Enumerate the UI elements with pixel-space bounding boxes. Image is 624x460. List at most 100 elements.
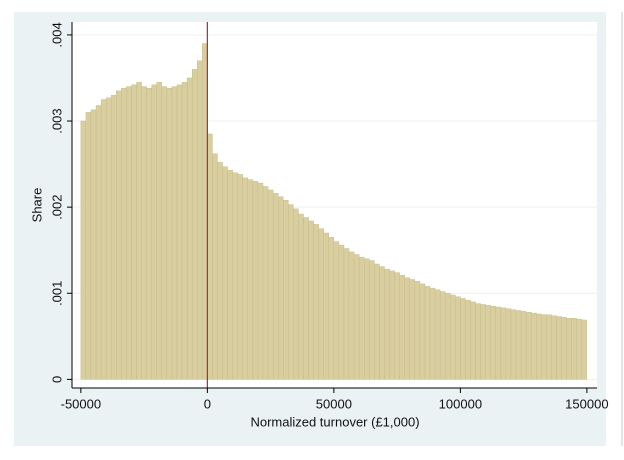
bar bbox=[505, 308, 512, 380]
bar bbox=[166, 88, 173, 380]
y-tick-label: 0 bbox=[49, 376, 64, 383]
bar bbox=[278, 196, 284, 380]
bar bbox=[353, 254, 360, 380]
bar bbox=[212, 153, 218, 380]
x-tick-label: 0 bbox=[204, 396, 211, 411]
bar bbox=[460, 298, 466, 380]
bar bbox=[318, 228, 324, 380]
bar bbox=[515, 310, 522, 380]
bar bbox=[510, 309, 517, 380]
bar bbox=[262, 186, 269, 380]
bar bbox=[186, 77, 193, 380]
bar bbox=[475, 303, 481, 380]
bar bbox=[414, 281, 421, 380]
bar bbox=[136, 82, 142, 380]
bar bbox=[111, 94, 117, 380]
y-tick-label: .001 bbox=[49, 281, 64, 306]
bar bbox=[293, 208, 299, 380]
bar bbox=[541, 314, 547, 380]
bar bbox=[520, 311, 527, 380]
x-axis-label: Normalized turnover (£1,000) bbox=[250, 414, 419, 429]
y-tick-label: .002 bbox=[49, 194, 64, 219]
bar bbox=[283, 200, 289, 380]
bar bbox=[298, 213, 304, 380]
bar bbox=[161, 86, 168, 380]
x-tick-label: 150000 bbox=[565, 396, 608, 411]
bar bbox=[369, 260, 375, 380]
bar bbox=[531, 312, 537, 380]
bar bbox=[181, 82, 188, 380]
bar bbox=[121, 88, 127, 380]
bar bbox=[343, 248, 350, 380]
bar bbox=[525, 312, 532, 380]
bar bbox=[374, 263, 380, 380]
bar bbox=[308, 220, 314, 380]
x-tick-label: 50000 bbox=[316, 396, 352, 411]
bar bbox=[384, 268, 390, 380]
bar bbox=[485, 305, 491, 380]
bar bbox=[450, 294, 456, 380]
bar bbox=[90, 109, 97, 380]
bar bbox=[379, 266, 385, 380]
bar bbox=[171, 86, 178, 380]
bar bbox=[100, 99, 107, 380]
bar bbox=[434, 289, 441, 380]
bar bbox=[197, 60, 203, 380]
bar bbox=[399, 274, 405, 380]
y-tick-label: .004 bbox=[49, 22, 64, 47]
bar bbox=[455, 296, 461, 380]
bar bbox=[576, 318, 583, 380]
bar bbox=[424, 286, 431, 380]
bar bbox=[313, 224, 319, 380]
bar bbox=[328, 237, 335, 380]
bar bbox=[409, 279, 416, 380]
bar bbox=[191, 69, 198, 380]
bar bbox=[338, 244, 345, 380]
bar bbox=[389, 270, 395, 380]
bar bbox=[237, 174, 243, 380]
x-tick-label: -50000 bbox=[61, 396, 101, 411]
bar bbox=[146, 88, 152, 380]
bar bbox=[288, 204, 294, 380]
bar bbox=[272, 193, 279, 380]
bar bbox=[242, 177, 249, 380]
bar bbox=[480, 304, 486, 380]
bar bbox=[439, 291, 446, 380]
bar bbox=[490, 305, 496, 380]
bar bbox=[333, 241, 340, 380]
bar bbox=[571, 318, 577, 380]
bar bbox=[444, 293, 451, 380]
bar bbox=[419, 283, 426, 380]
bar bbox=[151, 84, 157, 380]
bar bbox=[394, 272, 400, 380]
bar bbox=[252, 181, 259, 380]
y-tick-label: .003 bbox=[49, 108, 64, 133]
bar bbox=[207, 133, 213, 380]
bar bbox=[546, 314, 552, 380]
bar bbox=[217, 162, 223, 380]
bar bbox=[176, 84, 183, 380]
bar bbox=[429, 287, 436, 380]
bar bbox=[267, 189, 274, 380]
bar bbox=[131, 84, 137, 380]
bar bbox=[495, 306, 502, 380]
bar bbox=[404, 277, 410, 380]
bar bbox=[95, 105, 102, 380]
y-axis-label: Share bbox=[29, 188, 44, 223]
bar bbox=[358, 256, 365, 380]
bar bbox=[348, 251, 355, 380]
bar bbox=[156, 82, 163, 380]
bar bbox=[105, 97, 112, 380]
bar bbox=[227, 169, 233, 380]
bar bbox=[85, 112, 92, 380]
x-tick-label: 100000 bbox=[439, 396, 482, 411]
bar bbox=[116, 90, 122, 380]
bar bbox=[465, 299, 471, 380]
bar bbox=[581, 319, 588, 380]
bar bbox=[364, 258, 370, 380]
bar bbox=[257, 182, 264, 380]
bar bbox=[551, 315, 557, 380]
bar bbox=[202, 43, 208, 380]
bar bbox=[561, 317, 567, 380]
